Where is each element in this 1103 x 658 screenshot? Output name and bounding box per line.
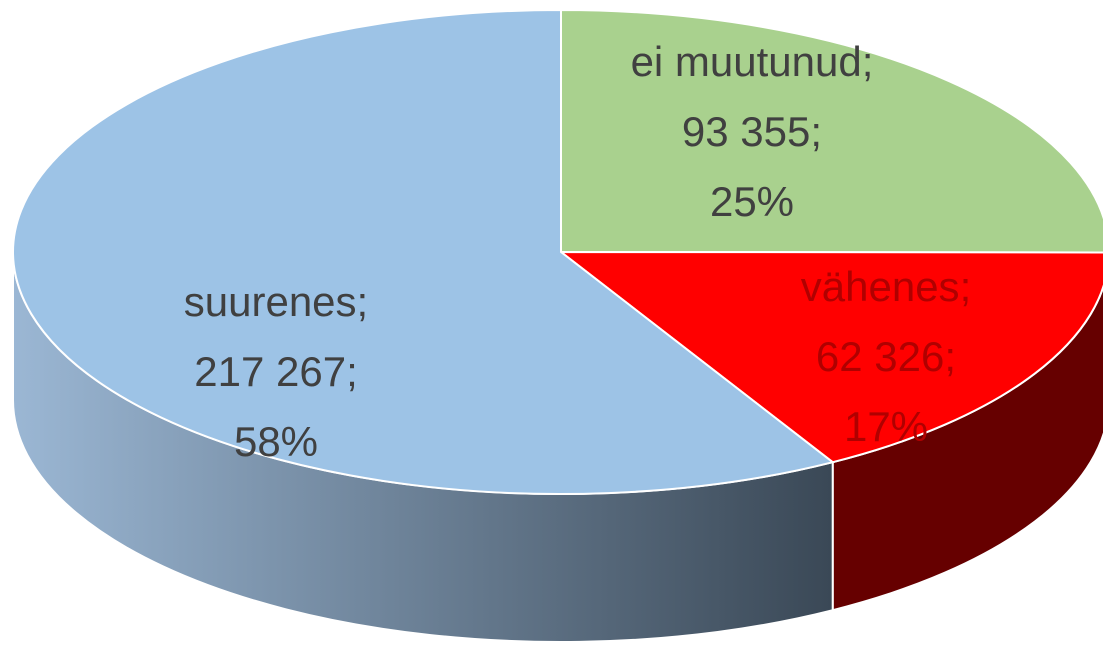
- label-category: vähenes;: [801, 263, 971, 310]
- label-percent: 17%: [844, 403, 928, 450]
- separator: ;: [357, 278, 369, 325]
- separator: ;: [960, 263, 972, 310]
- data-label: ei muutunud;93 355;25%: [631, 38, 874, 225]
- label-percent: 58%: [234, 418, 318, 465]
- label-value: 62 326;: [816, 333, 956, 380]
- data-label: suurenes;217 267;58%: [184, 278, 368, 465]
- separator: ;: [810, 108, 822, 155]
- label-percent: 25%: [710, 178, 794, 225]
- category: suurenes: [184, 278, 357, 325]
- label-value: 93 355;: [682, 108, 822, 155]
- value: 217 267: [194, 348, 346, 395]
- category: ei muutunud: [631, 38, 862, 85]
- value: 93 355: [682, 108, 810, 155]
- label-category: suurenes;: [184, 278, 368, 325]
- separator: ;: [944, 333, 956, 380]
- value: 62 326: [816, 333, 944, 380]
- slice: [558, 250, 1103, 464]
- separator: ;: [346, 348, 358, 395]
- separator: ;: [862, 38, 874, 85]
- slice: [12, 8, 835, 495]
- tops: [12, 8, 1103, 495]
- label-value: 217 267;: [194, 348, 358, 395]
- category: vähenes: [801, 263, 960, 310]
- label-category: ei muutunud;: [631, 38, 874, 85]
- data-label: vähenes;62 326;17%: [801, 263, 971, 450]
- slice: [560, 8, 1103, 254]
